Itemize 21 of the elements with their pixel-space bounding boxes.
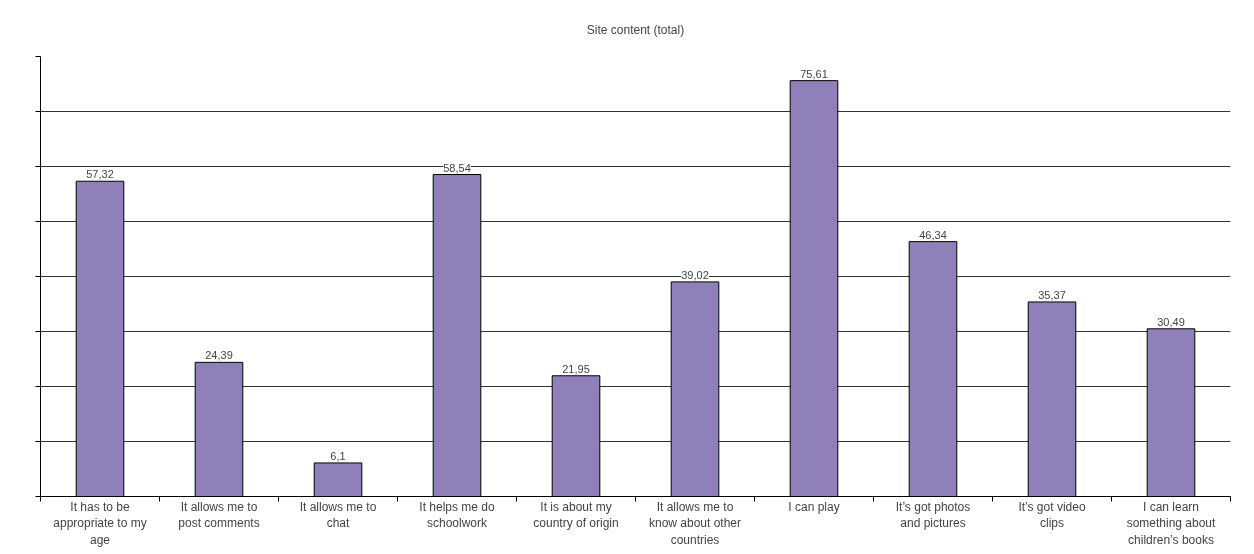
- x-tick-label: It allows me to know about other countries: [648, 499, 742, 548]
- x-tick-label: It is about my country of origin: [533, 499, 619, 531]
- data-label: 75,61: [800, 67, 828, 80]
- x-tick-label: It allows me to chat: [299, 499, 377, 531]
- data-label: 6,1: [330, 449, 346, 462]
- x-tick-label: It allows me to post comments: [178, 499, 260, 531]
- data-label: 21,95: [562, 362, 590, 375]
- x-tick-label: I can play: [788, 499, 840, 514]
- data-label: 30,49: [1157, 315, 1185, 328]
- x-tick-label: It helps me do schoolwork: [419, 499, 496, 531]
- chart-title: Site content (total): [586, 22, 685, 37]
- data-label: 39,02: [681, 268, 709, 281]
- data-label: 57,32: [86, 168, 114, 181]
- data-label: 46,34: [919, 228, 947, 241]
- data-label: 35,37: [1038, 288, 1066, 301]
- x-tick-label: It has to be appropriate to my age: [53, 499, 147, 548]
- x-tick-label: It’s got photos and pictures: [895, 499, 971, 531]
- data-label: 58,54: [443, 161, 471, 174]
- x-tick-label: It’s got video clips: [1018, 499, 1086, 531]
- x-tick-label: I can learn something about children’s books: [1126, 499, 1217, 548]
- data-label: 24,39: [205, 349, 233, 362]
